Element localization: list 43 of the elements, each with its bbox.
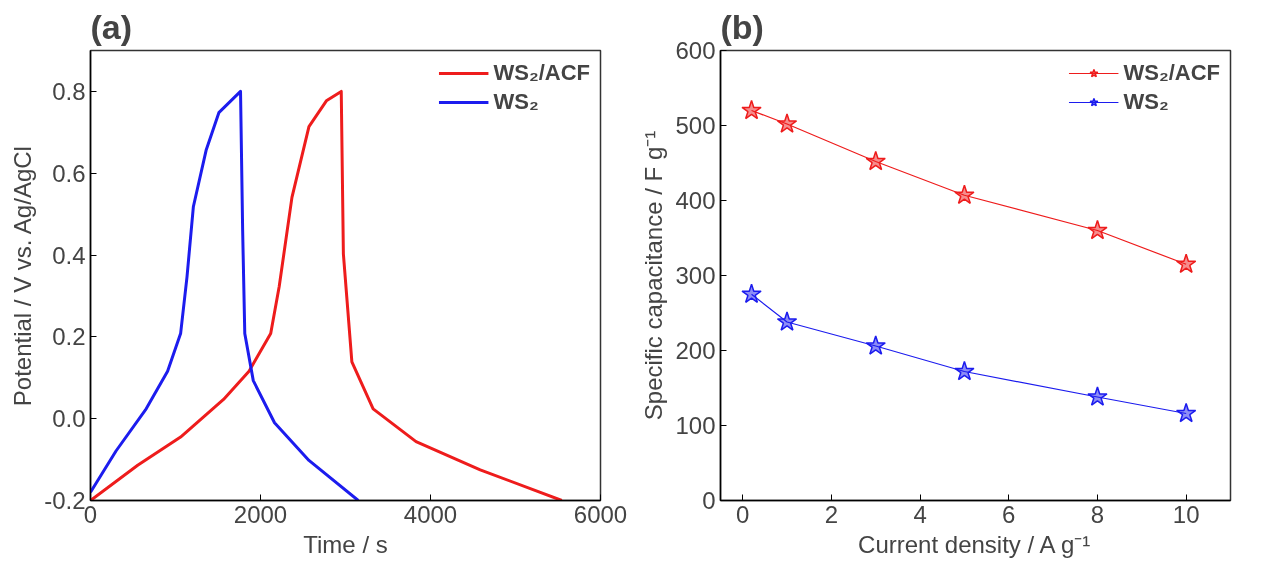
y-tick-label: 0.6 (52, 159, 86, 187)
y-tick-label: 600 (675, 37, 716, 64)
y-tick-label: 0.2 (52, 323, 86, 351)
x-tick-label: 6 (1002, 500, 1016, 528)
legend-label: WS₂ (1123, 89, 1169, 115)
y-tick-label: 0.8 (52, 77, 86, 105)
y-tick-label: -0.2 (44, 487, 86, 514)
x-tick-label: 10 (1172, 500, 1200, 528)
legend-label: WS₂/ACF (493, 60, 590, 86)
y-tick-label: 100 (675, 412, 716, 439)
point (776, 113, 798, 133)
point (1175, 253, 1197, 274)
y-tick-label: 200 (675, 337, 716, 364)
y-axis-title: Specific capacitance / F g⁻¹ (640, 130, 668, 421)
y-tick-label: 0.4 (52, 241, 86, 269)
y-tick-label: 500 (675, 112, 716, 139)
x-tick-label: 4000 (403, 500, 458, 528)
point (741, 99, 762, 120)
x-tick-label: 8 (1090, 500, 1105, 528)
chart-title: (b) (720, 7, 764, 46)
point (865, 335, 886, 355)
y-tick-label: 0.0 (52, 405, 86, 433)
point (776, 311, 798, 331)
y-tick-label: 400 (675, 187, 716, 214)
x-tick-label: 6000 (573, 500, 628, 528)
x-tick-label: 2000 (233, 500, 288, 528)
legend-label: WS₂ (493, 89, 539, 115)
x-axis-title: Time / s (303, 530, 388, 558)
x-tick-label: 0 (736, 500, 750, 528)
point (1087, 386, 1108, 406)
x-tick-label: 4 (913, 500, 927, 528)
point (1175, 402, 1197, 423)
y-tick-label: 300 (675, 262, 716, 289)
x-axis-title: Current density / A g⁻¹ (858, 530, 1091, 558)
point (954, 184, 975, 205)
point (954, 360, 975, 381)
legend-label: WS₂/ACF (1123, 60, 1220, 86)
point (1087, 219, 1108, 240)
chart-title: (a) (90, 7, 133, 46)
point (865, 150, 886, 171)
y-axis-title: Potential / V vs. Ag/AgCl (9, 146, 37, 407)
x-tick-label: 2 (824, 500, 839, 528)
point (741, 283, 762, 304)
